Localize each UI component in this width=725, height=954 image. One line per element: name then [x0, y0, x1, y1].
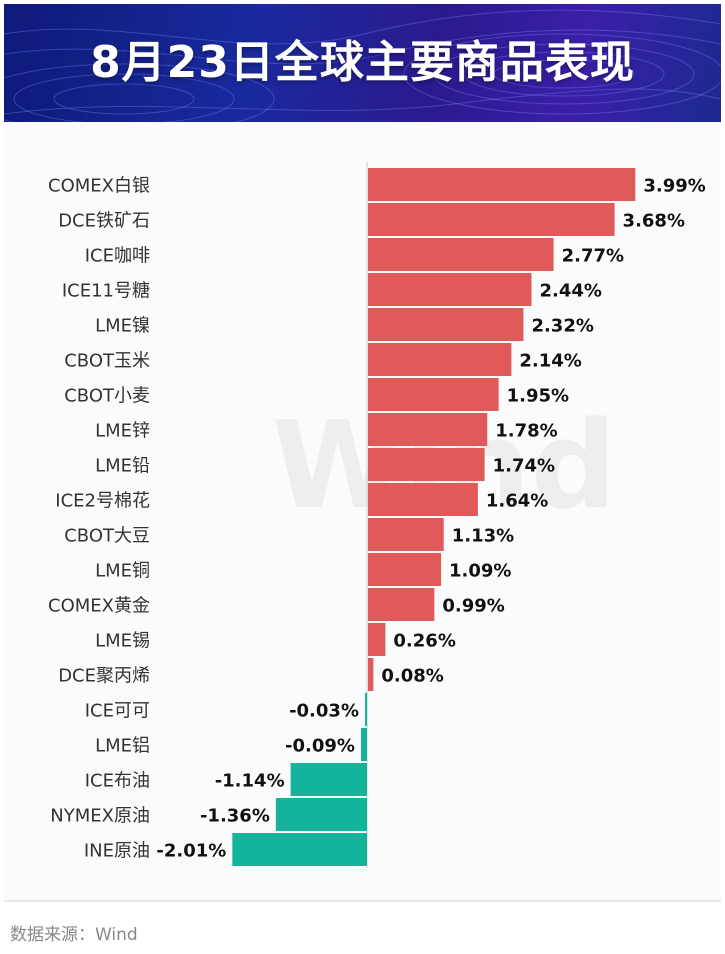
category-label: LME铝	[95, 736, 150, 757]
category-label: ICE可可	[85, 701, 150, 722]
category-label: ICE2号棉花	[55, 491, 150, 512]
category-label: COMEX黄金	[48, 596, 150, 617]
bar	[360, 728, 367, 761]
bar	[368, 413, 488, 446]
value-label: -0.03%	[289, 701, 359, 722]
header-banner: 8月23日全球主要商品表现	[4, 4, 721, 122]
bar	[290, 763, 367, 796]
bar	[368, 273, 532, 306]
value-label: 2.44%	[539, 281, 601, 302]
value-label: 1.64%	[486, 491, 548, 512]
bar	[368, 658, 374, 691]
category-label: LME铅	[95, 456, 150, 477]
value-label: 0.08%	[381, 666, 443, 687]
bar	[368, 588, 435, 621]
bar	[368, 448, 485, 481]
value-label: 2.14%	[519, 351, 581, 372]
value-label: -2.01%	[156, 841, 226, 862]
topographic-background	[4, 9, 721, 122]
value-label: 1.13%	[452, 526, 514, 547]
bar	[368, 308, 524, 341]
category-label: LME铜	[95, 561, 150, 582]
value-label: 3.68%	[623, 211, 685, 232]
category-label: DCE铁矿石	[58, 211, 150, 232]
category-label: ICE布油	[85, 771, 150, 792]
category-label: ICE咖啡	[85, 246, 150, 267]
bar	[368, 518, 444, 551]
category-label: NYMEX原油	[50, 806, 150, 827]
page-title: 8月23日全球主要商品表现	[90, 37, 635, 88]
value-label: 1.95%	[507, 386, 569, 407]
value-label: 2.32%	[531, 316, 593, 337]
value-label: 0.99%	[442, 596, 504, 617]
value-label: -0.09%	[285, 736, 355, 757]
category-label: INE原油	[84, 841, 150, 862]
bar	[232, 833, 367, 866]
bar-chart: Wind COMEX白银3.99%DCE铁矿石3.68%ICE咖啡2.77%IC…	[48, 162, 706, 868]
bar	[368, 483, 478, 516]
category-label: CBOT玉米	[64, 351, 150, 372]
bar	[275, 798, 367, 831]
bar	[368, 168, 636, 201]
value-label: 2.77%	[562, 246, 624, 267]
value-label: -1.14%	[215, 771, 285, 792]
value-label: 1.78%	[495, 421, 557, 442]
category-label: COMEX白银	[48, 176, 150, 197]
bar	[368, 203, 615, 236]
category-label: CBOT大豆	[64, 526, 150, 547]
bar	[368, 623, 386, 656]
bar	[364, 693, 367, 726]
category-label: LME锌	[95, 421, 150, 442]
value-label: 1.74%	[493, 456, 555, 477]
category-label: CBOT小麦	[64, 386, 150, 407]
bar	[368, 238, 554, 271]
bar	[368, 553, 442, 586]
bar	[368, 378, 499, 411]
value-label: 1.09%	[449, 561, 511, 582]
category-label: LME锡	[95, 631, 150, 652]
bar	[368, 343, 512, 376]
value-label: -1.36%	[200, 806, 270, 827]
category-label: ICE11号糖	[62, 281, 150, 302]
value-label: 0.26%	[393, 631, 455, 652]
chart-panel: Wind COMEX白银3.99%DCE铁矿石3.68%ICE咖啡2.77%IC…	[4, 122, 721, 902]
category-label: LME镍	[95, 316, 150, 337]
value-label: 3.99%	[643, 176, 705, 197]
category-label: DCE聚丙烯	[58, 666, 150, 687]
source-note: 数据来源：Wind	[10, 925, 138, 945]
